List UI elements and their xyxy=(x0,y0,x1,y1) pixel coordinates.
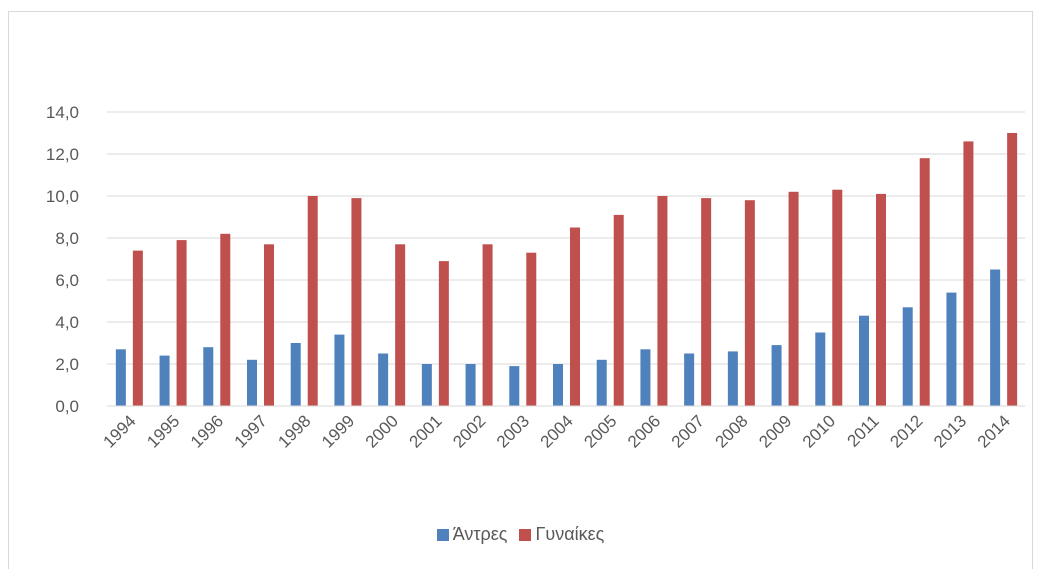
bar-men xyxy=(378,353,389,406)
x-tick-label: 2011 xyxy=(844,411,883,450)
gridlines xyxy=(107,111,1025,407)
legend: Άντρες Γυναίκες xyxy=(0,524,1041,545)
bar-women xyxy=(438,261,449,406)
x-tick-label: 1998 xyxy=(274,411,314,451)
bar-men xyxy=(771,345,782,406)
bar-men xyxy=(684,353,695,406)
bar-men xyxy=(640,349,651,406)
bar-men xyxy=(334,334,345,406)
y-tick-label: 14,0 xyxy=(46,103,79,122)
x-tick-label: 1994 xyxy=(100,411,140,451)
bar-women xyxy=(744,200,755,406)
bar-men xyxy=(115,349,126,406)
bar-men xyxy=(859,315,869,406)
bar-women xyxy=(526,252,537,406)
x-tick-label: 2013 xyxy=(930,411,970,451)
bar-men xyxy=(946,292,957,406)
x-tick-label: 2007 xyxy=(668,411,708,451)
y-tick-label: 2,0 xyxy=(55,355,79,374)
bar-men xyxy=(509,366,520,406)
bar-men xyxy=(290,343,301,406)
y-tick-label: 10,0 xyxy=(46,187,79,206)
x-tick-label: 2006 xyxy=(624,411,664,451)
bar-women xyxy=(395,244,406,406)
y-tick-label: 12,0 xyxy=(46,145,79,164)
bar-women xyxy=(176,240,187,406)
bar-women xyxy=(220,233,231,406)
bar-women xyxy=(963,141,974,406)
y-tick-label: 8,0 xyxy=(55,229,79,248)
x-tick-label: 2001 xyxy=(406,411,446,451)
bar-men xyxy=(553,364,563,406)
bar-women xyxy=(570,227,580,406)
bar-men xyxy=(159,355,170,406)
y-tick-label: 6,0 xyxy=(55,271,79,290)
bar-women xyxy=(919,158,930,406)
bar-men xyxy=(421,364,432,406)
x-tick-label: 2008 xyxy=(712,411,752,451)
bar-women xyxy=(307,196,318,406)
x-tick-label: 2003 xyxy=(493,411,533,451)
legend-swatch-women xyxy=(519,528,532,541)
bar-women xyxy=(876,193,886,406)
bar-women xyxy=(657,196,668,406)
bar-men xyxy=(203,347,214,406)
x-tick-label: 2009 xyxy=(755,411,795,451)
legend-item-men: Άντρες xyxy=(436,524,508,545)
legend-label-women: Γυναίκες xyxy=(535,524,605,544)
x-tick-label: 1995 xyxy=(143,411,183,451)
x-tick-label: 1999 xyxy=(318,411,358,451)
bar-women xyxy=(788,191,799,406)
y-axis: 0,0 2,0 4,0 6,0 8,0 10,0 12,0 14,0 xyxy=(46,103,79,416)
x-axis: 1994 1995 1996 1997 1998 1999 2000 2001 2002 2003… xyxy=(100,405,1025,452)
bar-women xyxy=(351,198,362,406)
bar-women xyxy=(701,198,712,406)
bar-women xyxy=(132,250,143,406)
legend-item-women: Γυναίκες xyxy=(519,524,604,545)
bars xyxy=(115,133,1018,406)
x-tick-label: 1996 xyxy=(187,411,227,451)
x-tick-label: 2004 xyxy=(537,411,577,451)
bar-women xyxy=(1007,133,1018,406)
bar-men xyxy=(990,269,1001,406)
x-tick-label: 2010 xyxy=(799,411,839,451)
bar-men xyxy=(247,359,257,406)
bar-men xyxy=(596,359,607,406)
bar-women xyxy=(264,244,274,406)
y-tick-label: 4,0 xyxy=(55,313,79,332)
bar-women xyxy=(613,214,624,406)
x-tick-label: 2000 xyxy=(362,411,402,451)
x-tick-label: 1997 xyxy=(231,411,271,451)
bar-men xyxy=(815,332,826,406)
x-tick-label: 2002 xyxy=(449,411,489,451)
x-tick-label: 2014 xyxy=(974,411,1014,451)
bar-men xyxy=(727,351,738,406)
bar-men xyxy=(465,364,476,406)
bar-women xyxy=(832,189,843,406)
x-tick-label: 2005 xyxy=(580,411,620,451)
bar-women xyxy=(482,244,493,406)
y-tick-label: 0,0 xyxy=(55,397,79,416)
legend-swatch-men xyxy=(436,528,449,541)
x-tick-label: 2012 xyxy=(886,411,926,451)
bar-men xyxy=(902,307,913,406)
legend-label-men: Άντρες xyxy=(452,524,508,544)
